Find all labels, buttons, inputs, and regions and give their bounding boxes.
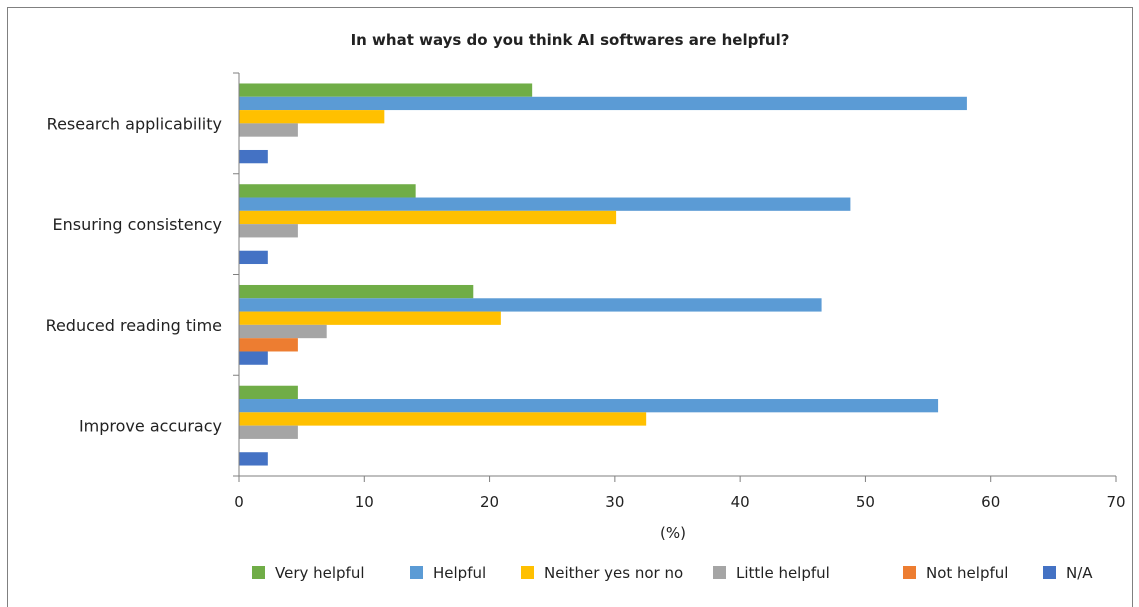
category-label-2: Reduced reading time xyxy=(46,316,222,335)
x-tick-label-4: 40 xyxy=(731,493,750,511)
bar-3-1 xyxy=(239,399,939,413)
legend-label-0: Very helpful xyxy=(275,564,365,582)
category-label-3: Improve accuracy xyxy=(79,417,222,436)
x-tick-label-5: 50 xyxy=(856,493,875,511)
tick-labels: 0 10 20 30 40 50 60 70 xyxy=(234,493,1125,511)
x-tick-label-0: 0 xyxy=(234,493,244,511)
bar-2-5 xyxy=(239,351,268,365)
legend-label-2: Neither yes nor no xyxy=(544,564,683,582)
bar-2-1 xyxy=(239,298,822,312)
legend-swatch-1 xyxy=(410,566,423,579)
x-axis-label: (%) xyxy=(660,524,686,542)
bar-0-0 xyxy=(239,83,533,97)
chart-title: In what ways do you think AI softwares a… xyxy=(351,31,790,49)
axes-group xyxy=(233,72,1117,482)
x-tick-label-1: 10 xyxy=(355,493,374,511)
chart-frame xyxy=(7,7,1133,607)
bar-2-2 xyxy=(239,311,501,325)
bar-0-5 xyxy=(239,149,268,164)
bar-chart: In what ways do you think AI softwares a… xyxy=(46,31,1126,582)
category-labels: Research applicability Ensuring consisten… xyxy=(46,114,222,435)
bar-1-1 xyxy=(239,197,851,211)
legend-swatch-5 xyxy=(1043,566,1056,579)
bar-1-3 xyxy=(239,224,298,238)
x-tick-label-2: 20 xyxy=(480,493,499,511)
x-tick-label-6: 60 xyxy=(981,493,1000,511)
legend-swatch-0 xyxy=(252,566,265,579)
category-label-1: Ensuring consistency xyxy=(53,215,223,234)
bar-0-2 xyxy=(239,110,385,124)
bar-0-3 xyxy=(239,123,298,137)
bar-1-0 xyxy=(239,184,416,198)
x-tick-label-3: 30 xyxy=(605,493,624,511)
legend-label-1: Helpful xyxy=(433,564,486,582)
legend-label-3: Little helpful xyxy=(736,564,830,582)
bar-0-1 xyxy=(239,96,967,111)
bar-1-2 xyxy=(239,210,617,225)
legend-label-4: Not helpful xyxy=(926,564,1008,582)
legend-label-5: N/A xyxy=(1066,564,1093,582)
legend-swatch-2 xyxy=(521,566,534,579)
bar-2-3 xyxy=(239,324,327,339)
bar-3-5 xyxy=(239,452,268,466)
legend-swatch-4 xyxy=(903,566,916,579)
bar-2-4 xyxy=(239,338,298,352)
bar-3-2 xyxy=(239,412,647,426)
bar-3-0 xyxy=(239,385,298,400)
category-label-0: Research applicability xyxy=(47,114,222,133)
bar-2-0 xyxy=(239,284,474,299)
legend: Very helpful Helpful Neither yes nor no Lit… xyxy=(252,564,1093,582)
x-tick-label-7: 70 xyxy=(1106,493,1125,511)
legend-swatch-3 xyxy=(713,566,726,579)
bars-group xyxy=(239,83,967,466)
bar-3-3 xyxy=(239,425,298,439)
bar-1-5 xyxy=(239,250,268,265)
